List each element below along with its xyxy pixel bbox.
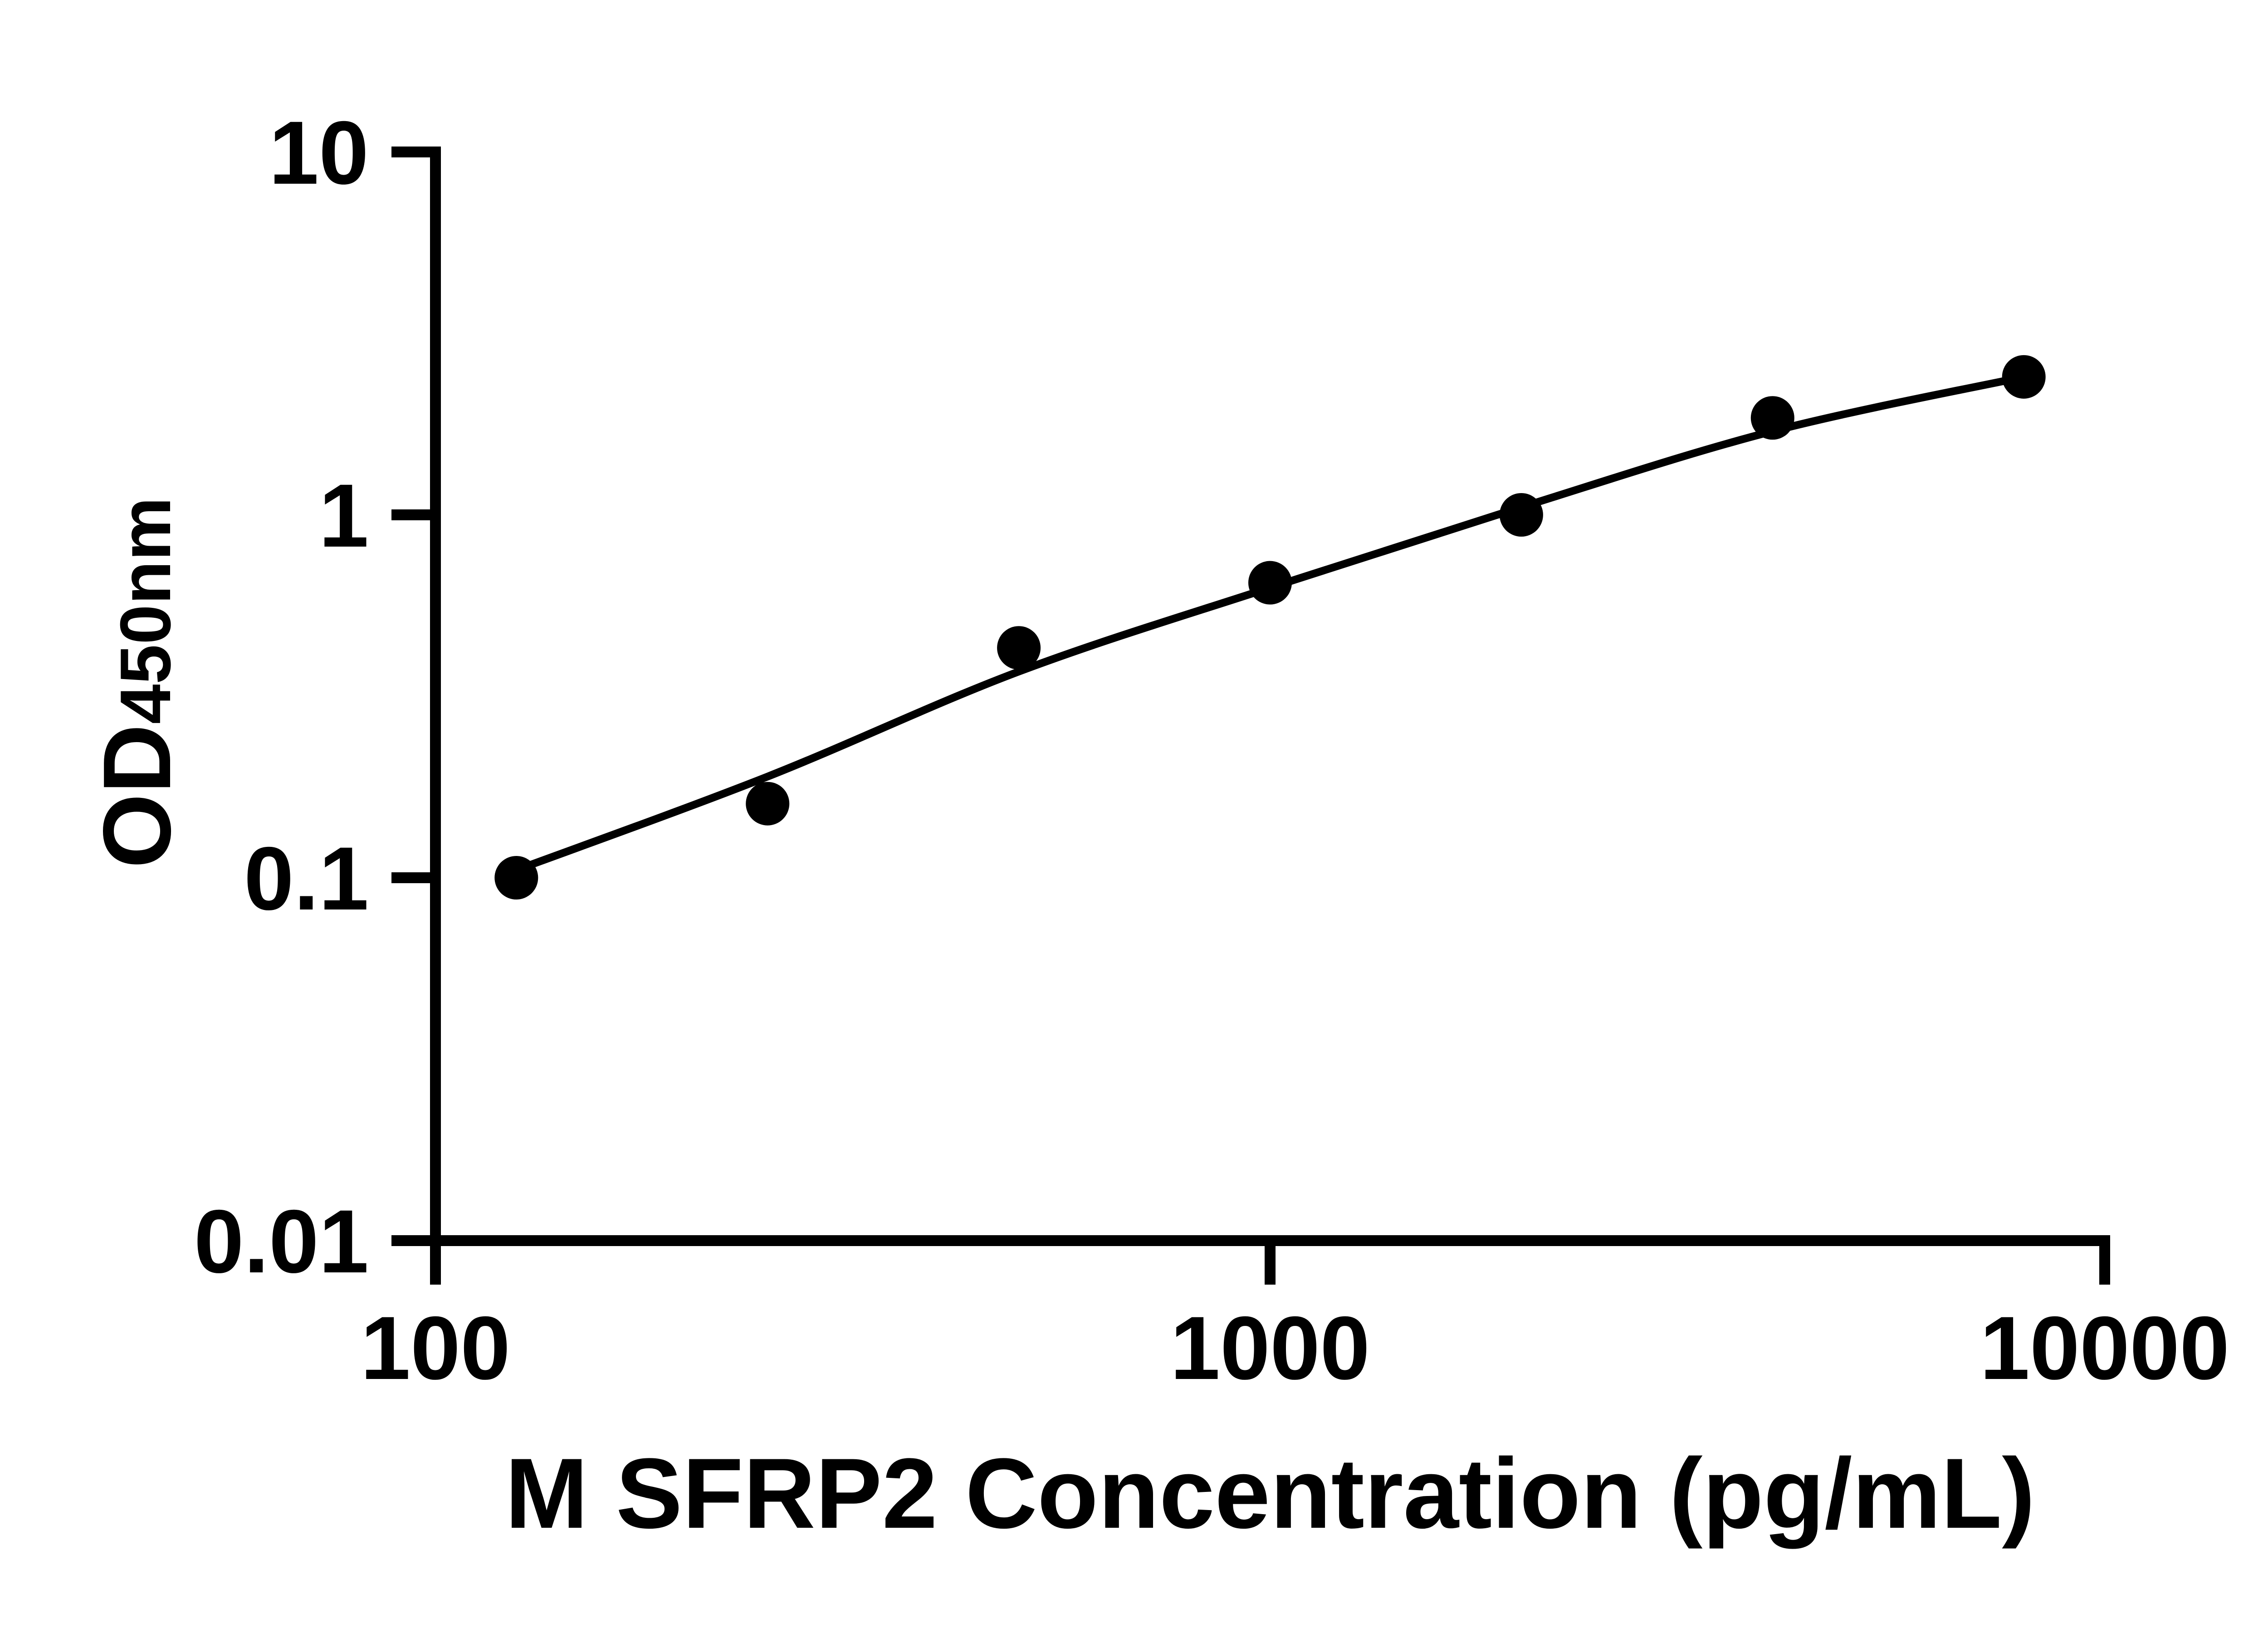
data-point (494, 856, 538, 900)
data-point (1750, 396, 1794, 440)
y-axis-title-main: OD (83, 724, 191, 868)
x-tick-label: 1000 (1170, 1298, 1370, 1398)
data-point (1499, 493, 1543, 537)
x-tick-label: 10000 (1980, 1298, 2230, 1398)
data-point (746, 782, 790, 826)
fit-curve (512, 373, 2028, 874)
y-tick-label: 10 (269, 103, 369, 203)
y-axis-title: OD450nm (83, 497, 191, 869)
data-point (1248, 561, 1292, 605)
y-axis-title-sub: 450nm (106, 497, 186, 724)
data-point (997, 626, 1041, 670)
data-point (2002, 355, 2046, 399)
x-tick-label: 100 (361, 1298, 510, 1398)
y-tick-label: 1 (319, 465, 369, 566)
x-axis-title: M SFRP2 Concentration (pg/mL) (505, 1437, 2035, 1549)
y-tick-label: 0.1 (244, 828, 369, 929)
y-tick-label: 0.01 (194, 1191, 369, 1291)
